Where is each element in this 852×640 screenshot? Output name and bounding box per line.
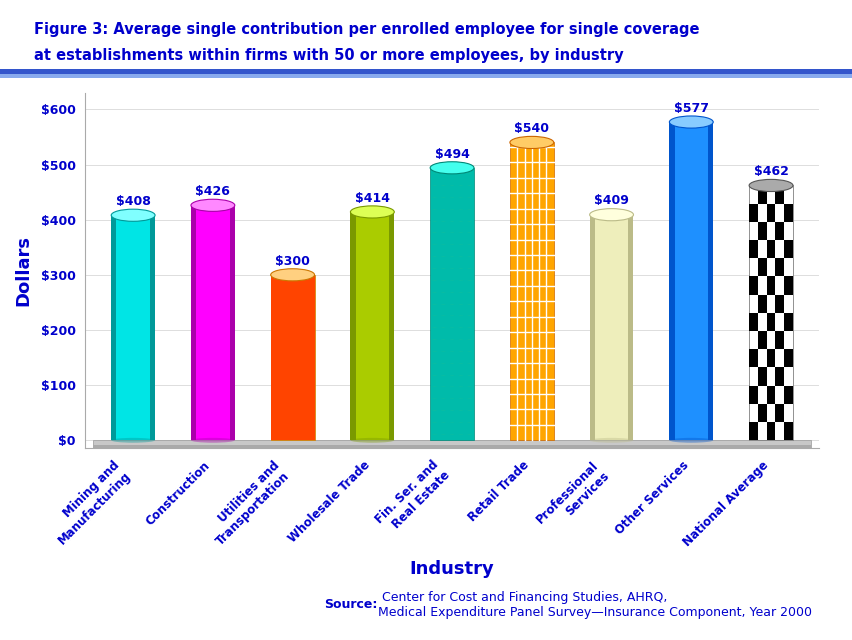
Text: Figure 3: Average single contribution per enrolled employee for single coverage: Figure 3: Average single contribution pe…	[34, 22, 699, 37]
Bar	[748, 313, 757, 331]
Bar	[783, 386, 792, 404]
Bar	[757, 404, 766, 422]
Ellipse shape	[748, 179, 792, 191]
Bar	[270, 275, 314, 440]
Bar	[766, 313, 774, 331]
Bar	[270, 275, 314, 440]
Bar	[783, 349, 792, 367]
Ellipse shape	[589, 438, 633, 443]
Bar	[774, 186, 783, 204]
Bar	[674, 122, 707, 440]
Bar	[774, 294, 783, 313]
Bar	[389, 212, 394, 440]
Text: $494: $494	[435, 148, 469, 161]
Bar	[757, 186, 766, 204]
Ellipse shape	[270, 269, 314, 281]
Bar	[196, 205, 229, 440]
Ellipse shape	[429, 162, 474, 174]
Bar	[757, 294, 766, 313]
Bar	[783, 422, 792, 440]
Bar	[774, 259, 783, 276]
Bar	[774, 222, 783, 240]
Bar	[783, 313, 792, 331]
Bar	[589, 214, 594, 440]
Bar	[783, 240, 792, 259]
Ellipse shape	[350, 438, 394, 443]
Bar	[766, 240, 774, 259]
Bar	[774, 331, 783, 349]
Text: $426: $426	[195, 185, 230, 198]
Text: Source:: Source:	[324, 598, 377, 611]
Bar	[93, 440, 810, 448]
Bar	[757, 367, 766, 386]
Bar	[117, 215, 150, 440]
Bar	[707, 122, 712, 440]
Bar	[509, 143, 553, 440]
Bar	[757, 331, 766, 349]
Text: at establishments within firms with 50 or more employees, by industry: at establishments within firms with 50 o…	[34, 48, 623, 63]
Bar	[783, 276, 792, 294]
Bar	[594, 214, 627, 440]
Bar	[191, 205, 196, 440]
Bar	[350, 212, 355, 440]
Bar	[669, 122, 674, 440]
Bar	[0, 74, 852, 78]
Ellipse shape	[191, 199, 234, 211]
Bar	[774, 404, 783, 422]
X-axis label: Industry: Industry	[409, 560, 494, 578]
Bar	[748, 422, 757, 440]
Bar	[748, 386, 757, 404]
Ellipse shape	[350, 206, 394, 218]
Bar	[748, 186, 792, 440]
Text: $408: $408	[116, 195, 151, 208]
Bar	[783, 204, 792, 222]
Bar	[748, 276, 757, 294]
Text: Center for Cost and Financing Studies, AHRQ,
Medical Expenditure Panel Survey—In: Center for Cost and Financing Studies, A…	[377, 591, 811, 619]
Bar	[766, 386, 774, 404]
Bar	[766, 422, 774, 440]
Text: $462: $462	[752, 165, 787, 178]
Ellipse shape	[589, 209, 633, 221]
Bar	[429, 168, 474, 440]
Bar	[150, 215, 155, 440]
Y-axis label: Dollars: Dollars	[14, 235, 32, 306]
Ellipse shape	[111, 209, 155, 221]
Text: $577: $577	[673, 102, 708, 115]
Ellipse shape	[111, 438, 155, 443]
Bar	[766, 349, 774, 367]
Bar	[757, 222, 766, 240]
Ellipse shape	[191, 438, 234, 443]
Bar	[748, 204, 757, 222]
Bar	[111, 215, 117, 440]
Text: $414: $414	[354, 191, 389, 205]
Text: $300: $300	[275, 255, 309, 268]
Ellipse shape	[669, 438, 712, 443]
Text: $540: $540	[514, 122, 549, 135]
Bar	[0, 69, 852, 74]
Bar	[93, 445, 810, 448]
Bar	[627, 214, 633, 440]
Ellipse shape	[669, 116, 712, 128]
Bar	[774, 367, 783, 386]
Text: $409: $409	[594, 195, 628, 207]
Bar	[748, 240, 757, 259]
Bar	[355, 212, 389, 440]
Bar	[766, 276, 774, 294]
Bar	[757, 259, 766, 276]
Bar	[748, 349, 757, 367]
Bar	[766, 204, 774, 222]
Bar	[229, 205, 234, 440]
Ellipse shape	[509, 136, 553, 148]
